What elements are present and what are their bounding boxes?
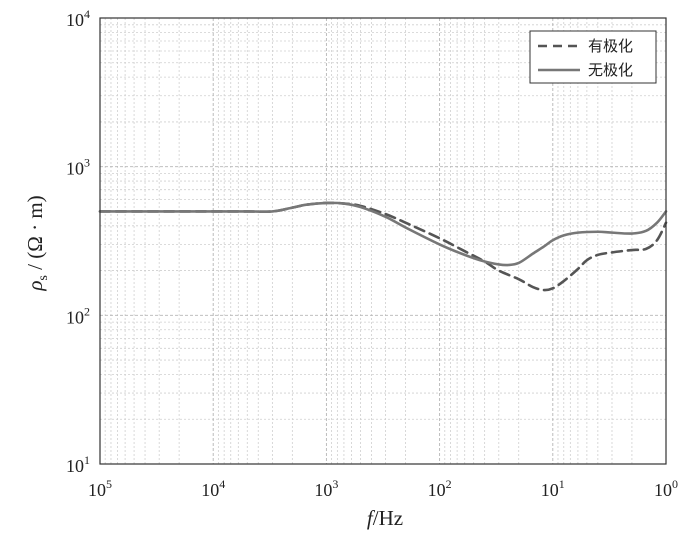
x-tick-label: 100: [654, 477, 678, 500]
y-axis-unit: / (Ω · m): [23, 195, 47, 275]
x-tick-label: 104: [201, 477, 225, 500]
x-tick-label: 103: [314, 477, 338, 500]
x-axis-var: f: [367, 506, 376, 530]
legend-label-series-1: 无极化: [588, 61, 633, 79]
y-tick-label: 101: [66, 453, 90, 476]
x-tick-label: 102: [428, 477, 452, 500]
y-tick-labels: 101 102 103 104: [66, 7, 90, 476]
y-tick-label: 103: [66, 156, 90, 179]
plot-frame: [99, 17, 667, 465]
y-axis-sub: s: [36, 275, 51, 280]
y-axis-var: ρ: [23, 281, 47, 292]
series-layer: [98, 201, 668, 292]
y-tick-label: 102: [66, 304, 90, 327]
series-line-1: [98, 201, 668, 267]
x-axis-title: f/Hz: [367, 506, 403, 530]
x-tick-label: 105: [88, 477, 112, 500]
x-tick-labels: 105 104 103 102 101 100: [88, 477, 678, 500]
legend-label-series-0: 有极化: [588, 37, 633, 55]
legend-box: [529, 30, 657, 84]
x-tick-label: 101: [541, 477, 565, 500]
y-tick-label: 104: [66, 7, 90, 30]
y-axis-title: ρs / (Ω · m): [23, 195, 51, 291]
legend: 有极化 无极化: [529, 30, 657, 84]
x-axis-unit: /Hz: [373, 506, 403, 530]
